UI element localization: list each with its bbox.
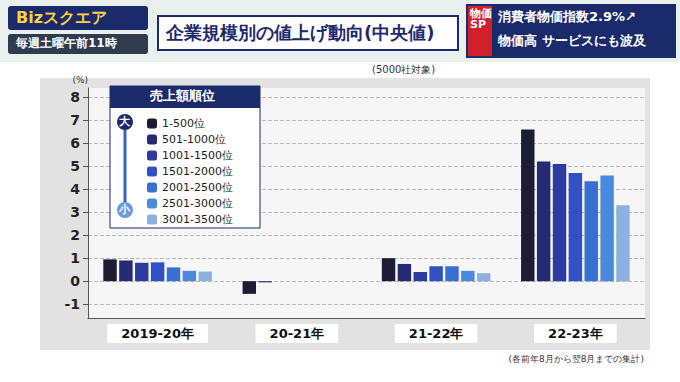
svg-text:0: 0 bbox=[70, 273, 80, 289]
svg-text:5: 5 bbox=[70, 158, 80, 174]
svg-text:2019-20年: 2019-20年 bbox=[121, 326, 194, 341]
svg-text:7: 7 bbox=[70, 112, 80, 128]
svg-text:3001-3500位: 3001-3500位 bbox=[162, 213, 233, 226]
svg-text:消費者物価指数2.9%↗: 消費者物価指数2.9%↗ bbox=[497, 9, 636, 24]
svg-text:物価: 物価 bbox=[470, 7, 492, 20]
svg-text:企業規模別の値上げ動向(中央値): 企業規模別の値上げ動向(中央値) bbox=[165, 22, 434, 43]
svg-text:1-500位: 1-500位 bbox=[162, 117, 205, 130]
svg-text:3: 3 bbox=[70, 204, 80, 220]
svg-text:22-23年: 22-23年 bbox=[548, 326, 603, 341]
svg-text:-1: -1 bbox=[64, 296, 80, 312]
svg-text:物価高 サービスにも波及: 物価高 サービスにも波及 bbox=[497, 33, 647, 48]
svg-text:(%): (%) bbox=[72, 75, 88, 85]
svg-text:2501-3000位: 2501-3000位 bbox=[162, 197, 233, 210]
svg-text:2: 2 bbox=[70, 227, 80, 243]
svg-text:501-1000位: 501-1000位 bbox=[162, 133, 226, 146]
svg-text:2001-2500位: 2001-2500位 bbox=[162, 181, 233, 194]
svg-text:Bizスクエア: Bizスクエア bbox=[16, 8, 107, 27]
svg-text:6: 6 bbox=[70, 135, 80, 151]
svg-text:(各前年8月から翌8月までの集計): (各前年8月から翌8月までの集計) bbox=[509, 354, 644, 364]
svg-text:21-22年: 21-22年 bbox=[409, 326, 464, 341]
svg-text:4: 4 bbox=[70, 181, 80, 197]
svg-text:8: 8 bbox=[70, 89, 80, 105]
svg-text:毎週土曜午前11時: 毎週土曜午前11時 bbox=[15, 36, 117, 50]
svg-text:1001-1500位: 1001-1500位 bbox=[162, 149, 233, 162]
svg-text:1: 1 bbox=[70, 250, 80, 266]
svg-text:大: 大 bbox=[119, 115, 131, 128]
svg-text:(5000社対象): (5000社対象) bbox=[372, 64, 435, 75]
svg-text:売上額順位: 売上額順位 bbox=[150, 88, 215, 103]
svg-text:20-21年: 20-21年 bbox=[270, 326, 325, 341]
svg-text:SP: SP bbox=[470, 18, 486, 31]
svg-text:小: 小 bbox=[118, 203, 131, 216]
svg-text:1501-2000位: 1501-2000位 bbox=[162, 165, 233, 178]
